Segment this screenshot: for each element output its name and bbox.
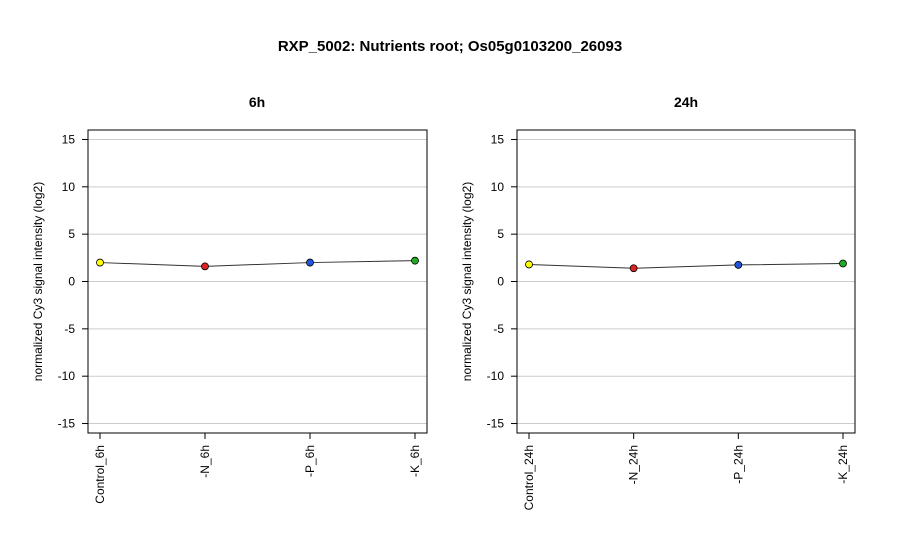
- series-line: [528, 263, 844, 269]
- x-tick-label: Control_6h: [93, 445, 107, 504]
- y-tick-label: 0: [497, 275, 504, 289]
- chart-panel-24h: 24h -15 -10 -5 0 5 10 15 normalized Cy3 signal i…: [460, 94, 856, 510]
- data-point-Control_6h: [96, 258, 104, 267]
- y-tick-label: -15: [58, 417, 76, 431]
- data-point--P_6h: [306, 258, 314, 267]
- y-tick-label: 5: [68, 227, 75, 241]
- data-point--N_24h: [629, 264, 638, 273]
- data-point--P_24h: [734, 261, 743, 269]
- y-tick-label: 15: [491, 132, 505, 146]
- y-tick-label: -5: [64, 322, 75, 336]
- y-tick-label: 0: [68, 275, 75, 289]
- y-axis-title: normalized Cy3 signal intensity (log2): [31, 182, 45, 381]
- x-tick-label: -K_6h: [408, 445, 422, 477]
- y-tick-label: 15: [62, 132, 76, 146]
- series-line: [99, 260, 416, 267]
- y-axis-title: normalized Cy3 signal intensity (log2): [460, 182, 474, 381]
- y-tick-label: -15: [487, 417, 505, 431]
- y-tick-label: 10: [491, 180, 505, 194]
- data-point-Control_24h: [525, 260, 533, 269]
- x-tick-label: -K_24h: [836, 445, 850, 484]
- panel-title: 6h: [249, 94, 265, 110]
- chart-panel-6h: 6h -15 -10 -5 0 5 10 15 normalized Cy3 signal in…: [31, 94, 428, 504]
- x-tick-label: Control_24h: [522, 445, 536, 510]
- data-point--K_24h: [839, 259, 847, 268]
- y-tick-label: 5: [497, 227, 504, 241]
- x-tick-label: -N_24h: [627, 445, 641, 484]
- y-tick-label: -5: [493, 322, 504, 336]
- main-title: RXP_5002: Nutrients root; Os05g0103200_2…: [277, 38, 623, 55]
- x-tick-label: -N_6h: [198, 445, 212, 478]
- y-tick-label: -10: [58, 369, 76, 383]
- x-tick-label: -P_6h: [303, 445, 317, 477]
- panel-title: 24h: [674, 94, 698, 110]
- data-point--N_6h: [201, 262, 209, 271]
- y-tick-label: -10: [487, 369, 505, 383]
- y-tick-label: 10: [62, 180, 76, 194]
- x-tick-label: -P_24h: [731, 445, 745, 484]
- data-point--K_6h: [411, 256, 419, 265]
